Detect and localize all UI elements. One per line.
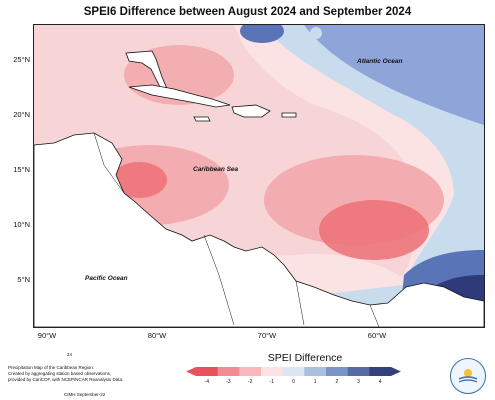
mainland <box>34 132 484 327</box>
lon-label-90w: 90°W <box>37 331 57 340</box>
legend-tick-label: 2 <box>335 379 339 385</box>
legend-tick-label: 3 <box>357 379 360 385</box>
legend-swatch <box>239 367 262 376</box>
footer-line-1: Precipitation Map of the Caribbean Regio… <box>8 365 95 370</box>
legend-arrow-left <box>186 367 196 376</box>
north-wet-patch <box>240 25 284 43</box>
legend-swatch <box>282 367 305 376</box>
lat-label-15n: 15°N <box>13 165 30 174</box>
north-neutral-patch <box>310 27 322 39</box>
lat-label-5n: 5°N <box>17 275 30 284</box>
footer-credit: CIMH September-22 <box>64 392 106 397</box>
legend-tick-label: 1 <box>313 379 317 385</box>
legend-ticks: -4 -3 -2 -1 0 1 2 3 4 <box>186 379 401 387</box>
cimh-logo <box>450 358 486 394</box>
atlantic-ocean-label: Atlantic Ocean <box>357 58 403 65</box>
logo-graphic <box>458 369 478 383</box>
cuba <box>128 84 231 108</box>
legend-swatch <box>261 367 284 376</box>
spei-map <box>34 25 484 327</box>
legend-arrow-right <box>391 367 401 376</box>
pacific-ocean-label: Pacific Ocean <box>85 275 128 282</box>
legend-colorbar <box>186 367 401 376</box>
lon-label-60w: 60°W <box>367 331 387 340</box>
lat-label-20n: 20°N <box>13 110 30 119</box>
hispaniola <box>231 104 271 118</box>
legend-swatch <box>326 367 349 376</box>
legend-swatch <box>196 367 219 376</box>
caribbean-sea-label: Caribbean Sea <box>193 166 239 173</box>
legend-tick-label: 4 <box>378 379 382 385</box>
lon-label-80w: 80°W <box>147 331 167 340</box>
legend-tick-label: 0 <box>292 379 295 385</box>
landmass <box>34 50 484 327</box>
legend-tick-label: -2 <box>247 379 253 385</box>
footer-line-2: Created by aggregating station based obs… <box>8 371 112 376</box>
venezuela-core <box>319 200 429 260</box>
footer-line-3: provided by CariCOF, with NCEP/NCAR Rean… <box>8 377 124 382</box>
jamaica <box>193 116 211 122</box>
legend-title: SPEI Difference <box>267 352 343 364</box>
legend-swatch <box>217 367 240 376</box>
legend-swatch <box>369 367 392 376</box>
map-area <box>33 24 485 328</box>
legend-tick-label: -1 <box>269 379 275 385</box>
legend-tick-label: -4 <box>204 379 210 385</box>
borders <box>93 132 380 327</box>
page-number: 24 <box>67 352 73 357</box>
lon-label-70w: 70°W <box>257 331 277 340</box>
legend-swatch <box>347 367 370 376</box>
legend-tick-label: -3 <box>226 379 231 385</box>
lat-label-10n: 10°N <box>13 220 30 229</box>
lat-label-25n: 25°N <box>13 55 30 64</box>
puerto-rico <box>281 112 297 118</box>
legend-swatch <box>304 367 327 376</box>
map-title: SPEI6 Difference between August 2024 and… <box>83 6 412 18</box>
central-america-core <box>111 162 167 198</box>
